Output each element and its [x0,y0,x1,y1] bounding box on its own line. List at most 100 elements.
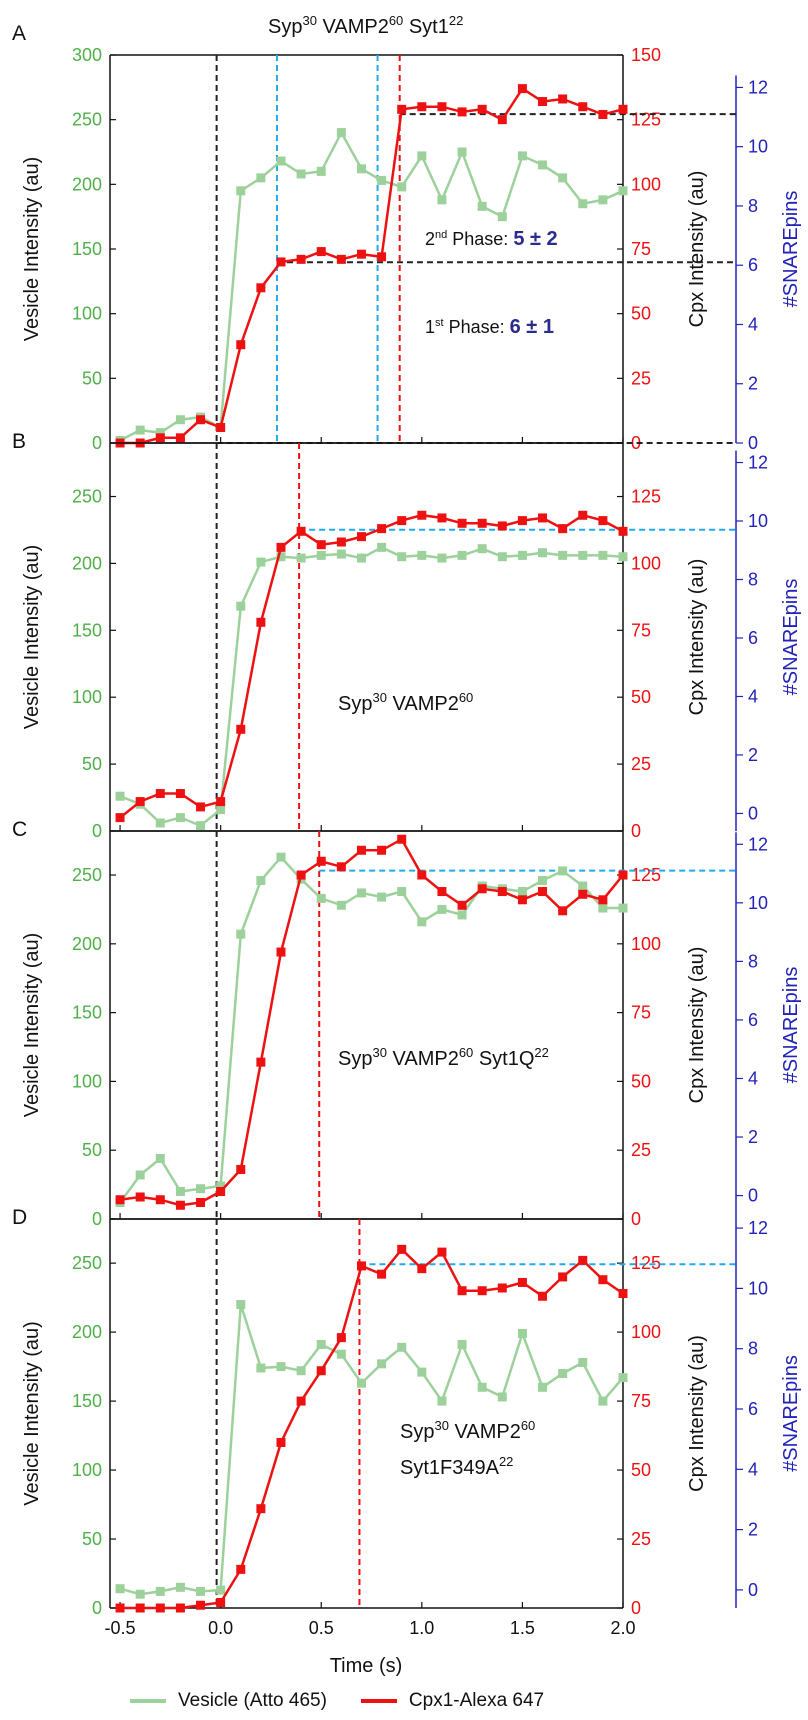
panel-a-cpx-point [236,340,246,350]
panel-c-vesicle-tick-label: 50 [82,1140,102,1160]
panel-a-cpx-point [517,84,527,94]
panel-b-cpx-point [155,789,165,799]
panel-c-cpx-point [196,1197,206,1207]
panel-c-vesicle-tick-label: 200 [72,934,102,954]
panel-a-cpx-point [497,115,507,125]
panel-c-label: Syp30 VAMP260 Syt1Q22 [338,1045,549,1070]
panel-b-cpx-point [517,516,527,526]
panel-b-vesicle-point [296,553,306,563]
panel-a-cpx-point [196,415,206,425]
panel-a-cpx-point [457,107,467,117]
panel-b-cpx-point [336,537,346,547]
panel-a-vesicle-point [276,156,286,166]
panel-c-cpx-tick-label: 125 [631,865,661,885]
panel-d-snare-tick-label: 6 [748,1399,758,1419]
panel-a-cpx-point [216,422,226,432]
panel-c-cpx-point [135,1192,145,1202]
panel-b-cpx-point [356,532,366,542]
panel-a-cpx-point [356,249,366,259]
panel-b-vesicle-point [477,544,487,554]
panel-c-cpx-point [558,906,568,916]
legend-swatch-vesicle [130,1699,166,1703]
panel-c-cpx-tick-label: 75 [631,1003,651,1023]
panel-b-cpx-point [417,510,427,520]
panel-a-vesicle-tick-label: 50 [82,368,102,388]
panel-b-cpx-point [377,524,387,534]
panel-b-vesicle-point [397,552,407,562]
panel-b-cpx-point [276,542,286,552]
panel-d-cpx-point [558,1272,568,1282]
panel-c-cpx-point [155,1195,165,1205]
panel-c-vesicle-point [598,903,608,913]
panel-c-cpx-point [477,884,487,894]
panel-b-vesicle-axis-title: Vesicle Intensity (au) [21,545,43,730]
panel-letter-b: B [12,430,26,453]
panel-a-vesicle-axis-title: Vesicle Intensity (au) [21,157,43,342]
x-tick-label: 0.5 [309,1618,334,1638]
panel-a-vesicle-point [377,175,387,185]
panel-c-vesicle-point [538,876,548,886]
panel-a-cpx-point [175,433,185,443]
panel-b-vesicle-point [336,549,346,559]
panel-c-cpx-point [216,1186,226,1196]
panel-d-cpx-point [336,1333,346,1343]
panel-a-snare-tick-label: 10 [748,137,768,157]
panel-a-vesicle-point [477,201,487,211]
panel-a-vesicle-tick-label: 250 [72,110,102,130]
panel-d-cpx-point [497,1283,507,1293]
panel-d-cpx-point [538,1291,548,1301]
panel-c-vesicle-point [457,910,467,920]
panel-b-vesicle-point [517,550,527,560]
panel-a-vesicle-point [256,173,266,183]
panel-a-cpx-point [336,254,346,264]
panel-d-cpx-tick-label: 75 [631,1391,651,1411]
panel-a-cpx-point [256,283,266,293]
panel-letter-a: A [12,22,26,45]
panel-a-vesicle-point [578,199,588,209]
panel-a-vesicle-point [417,151,427,161]
x-tick-label: 0.0 [208,1618,233,1638]
panel-letter-d: D [12,1206,27,1229]
panel-d-label: Syp30 VAMP260 [400,1418,535,1443]
panel-a-cpx-line [120,86,624,445]
panel-c-snare-tick-label: 10 [748,893,768,913]
panel-a-vesicle-point [236,186,246,196]
panel-d-cpx-axis-title: Cpx Intensity (au) [686,1335,708,1492]
panel-c-cpx-tick-label: 100 [631,934,661,954]
panel-d-vesicle-line [119,1304,624,1596]
panel-c-vesicle-point [256,876,266,886]
panel-d-cpx-point [296,1396,306,1406]
panel-c-vesicle-tick-label: 250 [72,865,102,885]
panel-b-vesicle-point [578,550,588,560]
panel-d-vesicle-point [578,1357,588,1367]
panel-b-vesicle-point [115,791,125,801]
panel-b-vesicle-tick-label: 0 [92,821,102,841]
panel-a-snare-tick-label: 4 [748,314,758,334]
panel-b-vesicle-point [618,552,628,562]
panel-d-cpx-point [115,1603,125,1613]
panel-c-vesicle-tick-label: 100 [72,1071,102,1091]
panel-b-snare-tick-label: 4 [748,686,758,706]
panel-a-vesicle-point [316,166,326,176]
panel-c-cpx-tick-label: 50 [631,1071,651,1091]
panel-c: 0 50 100 150 200 250 0 25 50 75 100 125 0 2 4 6 8 10 12 Ves… [21,830,802,1229]
panel-d-vesicle-tick-label: 200 [72,1322,102,1342]
panel-c-vesicle-point [196,1184,206,1194]
panel-c-vesicle-point [236,929,246,939]
panel-d-snare-axis-title: #SNAREpins [780,1355,802,1472]
panel-b-vesicle-tick-label: 150 [72,620,102,640]
panel-d-vesicle-axis-title: Vesicle Intensity (au) [21,1321,43,1506]
panel-c-vesicle-point [175,1186,185,1196]
panel-d-cpx-point [417,1264,427,1274]
panel-d-cpx-tick-label: 0 [631,1598,641,1618]
panel-c-cpx-point [256,1057,266,1067]
panel-b-vesicle-tick-label: 250 [72,487,102,507]
panel-d-label-line2: Syt1F349A22 [400,1454,513,1479]
panel-d-cpx-point [135,1603,145,1613]
panel-b-cpx-line [119,513,624,819]
panel-c-vesicle-tick-label: 0 [92,1209,102,1229]
panel-c-cpx-point [316,856,326,866]
panel-a-vesicle-point [457,147,467,157]
panel-a-snare-tick-label: 12 [748,77,768,97]
panel-d-vesicle-point [437,1396,447,1406]
